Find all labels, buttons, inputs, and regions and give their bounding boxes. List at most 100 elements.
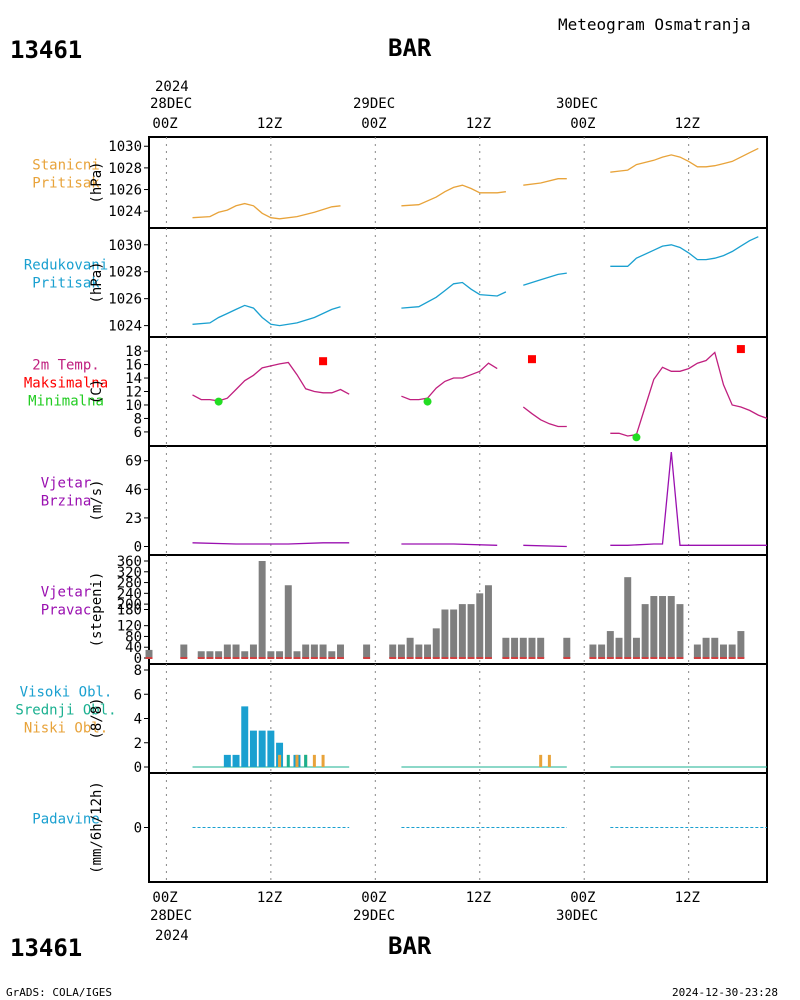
wind-direction-bar <box>223 644 231 658</box>
panel-label: Srednji Obl. <box>15 703 116 719</box>
wind-direction-bar <box>319 644 327 658</box>
pressure-line <box>192 202 341 220</box>
wind-direction-bar <box>145 649 153 658</box>
low-cloud-bar <box>539 754 543 767</box>
panel-unit: (hPa) <box>89 161 105 203</box>
wind-direction-bar <box>728 644 736 658</box>
top-tick-labels: 00Z 12Z 00Z 12Z 00Z 12Z <box>152 116 700 132</box>
tmax-marker <box>319 357 328 366</box>
wind-direction-bar <box>711 637 719 658</box>
y-tick-label: 360 <box>117 554 142 570</box>
top-date-30: 30DEC <box>556 96 598 112</box>
bottom-tick-label: 12Z <box>466 890 491 906</box>
wind-direction-bar <box>424 644 432 658</box>
y-tick-label: 10 <box>125 398 142 414</box>
panel-label: 2m Temp. <box>32 358 99 374</box>
y-tick-label: 18 <box>125 344 142 360</box>
panel-label: Pravac <box>41 603 92 619</box>
wind-direction-bar <box>284 585 292 658</box>
wind-direction-bar <box>537 637 545 658</box>
panel-unit: (stepeni) <box>89 572 105 648</box>
panel-p5: Vjetar Pravac(stepeni) 3603202802402001801… <box>41 554 768 667</box>
y-tick-label: 0 <box>134 540 142 556</box>
y-tick-label: 0 <box>134 651 142 667</box>
panel-p1: Stanicni Pritisak(hPa)1030 1028 1026 1024 <box>32 136 768 229</box>
tmin-marker <box>214 397 223 406</box>
chart-title: Meteogram Osmatranja <box>558 15 751 34</box>
wind-direction-bar <box>632 637 640 658</box>
reduced-pressure-line <box>401 281 507 309</box>
bottom-tick-label: 00Z <box>361 890 386 906</box>
panel-unit: (C) <box>89 379 105 404</box>
panel-p4: Vjetar Brzina(m/s) 69 46 23 0 <box>41 445 768 556</box>
panel-unit: (m/s) <box>89 479 105 521</box>
y-tick-label: 4 <box>134 712 142 728</box>
wind-direction-bar <box>258 561 266 658</box>
wind-direction-bar <box>310 644 318 658</box>
low-cloud-bar <box>312 754 316 767</box>
wind-speed-line <box>192 542 350 545</box>
y-tick-label: 2 <box>134 736 142 752</box>
y-tick-label: 1030 <box>108 238 142 254</box>
pressure-line <box>523 178 567 186</box>
wind-direction-bar <box>206 651 214 658</box>
tmin-marker <box>423 397 432 406</box>
wind-speed-line <box>401 543 498 546</box>
wind-direction-bar <box>659 596 667 658</box>
y-tick-label: 12 <box>125 385 142 401</box>
top-tick-label: 12Z <box>257 116 282 132</box>
station-id-bottom: 13461 <box>10 934 82 962</box>
panel-p6: Visoki Obl. Srednji Obl. Niski Obl.(8/8) 8 6… <box>15 663 768 776</box>
panel-p2: Redukovani Pritisak(hPa)1030 1028 1026 1024 <box>24 227 768 338</box>
wind-direction-bar <box>232 644 240 658</box>
y-tick-label: 1026 <box>108 292 142 308</box>
bottom-date-30: 30DEC <box>556 908 598 924</box>
low-cloud-bar <box>295 754 299 767</box>
mid-cloud-bar <box>304 754 308 767</box>
wind-direction-bar <box>406 637 414 658</box>
y-tick-label: 80 <box>125 629 142 645</box>
panel-unit: (mm/6h/12h) <box>89 781 105 874</box>
y-tick-label: 180 <box>117 603 142 619</box>
wind-direction-bar <box>397 644 405 658</box>
y-tick-label: 1024 <box>108 204 142 220</box>
y-tick-label: 1026 <box>108 183 142 199</box>
wind-direction-bar <box>328 651 336 658</box>
y-tick-label: 1030 <box>108 139 142 155</box>
reduced-pressure-line <box>192 304 341 327</box>
wind-direction-bar <box>476 593 484 658</box>
wind-direction-bar <box>337 644 344 658</box>
y-tick-label: 200 <box>117 597 142 613</box>
low-cloud-bar <box>547 754 551 767</box>
wind-direction-bar <box>624 577 632 658</box>
wind-direction-bar <box>249 644 257 658</box>
y-tick-label: 69 <box>125 454 142 470</box>
wind-direction-bar <box>276 651 284 658</box>
top-tick-label: 12Z <box>675 116 700 132</box>
wind-direction-bar <box>719 644 727 658</box>
reduced-pressure-line <box>610 236 759 267</box>
y-tick-label: 40 <box>125 640 142 656</box>
wind-direction-bar <box>606 631 614 658</box>
panel-label: Maksimalna <box>24 376 108 392</box>
y-tick-label: 16 <box>125 358 142 374</box>
wind-direction-bar <box>441 609 449 658</box>
pressure-line <box>610 147 759 173</box>
panel-p3: 2m Temp. Maksimalna Minimalna(C) 1816141210… <box>24 336 768 447</box>
panel-p7: Padavine(mm/6h/12h) 0 <box>32 772 768 883</box>
high-cloud-bar <box>241 706 249 767</box>
panel-label: Pritisak <box>32 176 100 192</box>
wind-direction-bar <box>389 644 397 658</box>
wind-direction-bar <box>693 644 701 658</box>
panel-frame <box>148 445 768 556</box>
y-tick-label: 280 <box>117 576 142 592</box>
high-cloud-bar <box>232 754 240 767</box>
wind-direction-bar <box>484 585 492 658</box>
y-tick-label: 23 <box>125 511 142 527</box>
wind-direction-bar <box>432 628 440 658</box>
y-tick-label: 6 <box>134 687 142 703</box>
y-tick-label: 8 <box>134 663 142 679</box>
bottom-tick-labels: 00Z 12Z 00Z 12Z 00Z 12Z <box>152 890 700 906</box>
y-tick-label: 240 <box>117 586 142 602</box>
